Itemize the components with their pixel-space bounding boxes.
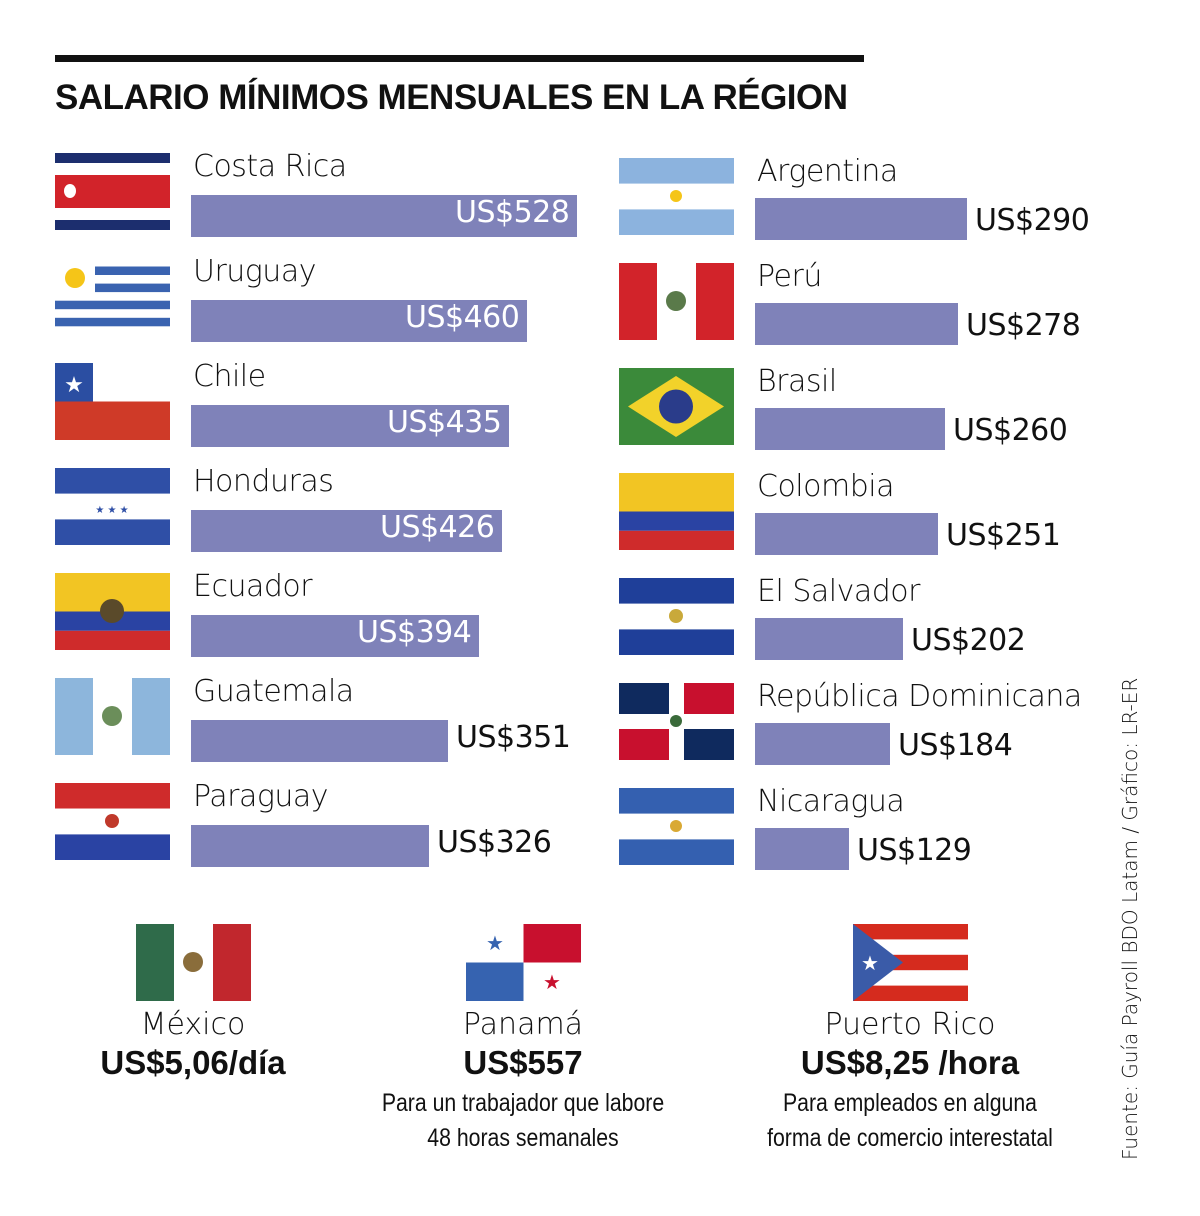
bar-value-label: US$278 [966, 308, 1081, 343]
bar [191, 405, 509, 447]
bar [755, 723, 890, 765]
bar-value-label: US$326 [437, 825, 552, 860]
flag-icon [55, 573, 170, 650]
country-label: Ecuador [193, 569, 313, 604]
flag-icon [619, 263, 734, 340]
bar [191, 300, 527, 342]
mexico-flag-icon [135, 924, 251, 1001]
extra-note-line: Para empleados en alguna [782, 1089, 1037, 1117]
svg-text:★: ★ [64, 373, 84, 398]
bar [755, 513, 938, 555]
bar [755, 198, 967, 240]
bar [755, 303, 958, 345]
bar-row: República Dominicana US$184 [619, 679, 1159, 773]
bar-row: El Salvador US$202 [619, 574, 1159, 668]
country-label: Colombia [757, 469, 894, 504]
country-label: Guatemala [193, 674, 354, 709]
country-label: Honduras [193, 464, 334, 499]
bar-row: Colombia US$251 [619, 469, 1159, 563]
bar-value-label: US$394 [357, 615, 472, 650]
bar [755, 408, 945, 450]
extra-puerto-rico: ★ Puerto Rico US$8,25 /hora Para emplead… [730, 924, 1090, 1156]
extra-country: Puerto Rico [824, 1007, 996, 1042]
bar [755, 828, 849, 870]
bar [191, 615, 479, 657]
country-label: Brasil [757, 364, 837, 399]
bar [191, 825, 429, 867]
country-label: Argentina [757, 154, 898, 189]
bar [191, 720, 448, 762]
country-label: Uruguay [193, 254, 316, 289]
country-label: República Dominicana [757, 679, 1082, 714]
country-label: Paraguay [193, 779, 329, 814]
bar-row: ★ Chile US$435 [55, 359, 595, 453]
country-label: Perú [757, 259, 822, 294]
svg-text:★: ★ [486, 931, 504, 955]
bar-value-label: US$435 [387, 405, 502, 440]
flag-icon [619, 683, 734, 760]
bar-row: Argentina US$290 [619, 154, 1159, 248]
bar [755, 618, 903, 660]
svg-text:★ ★ ★: ★ ★ ★ [95, 505, 128, 516]
bar-value-label: US$351 [456, 720, 571, 755]
extra-note-line: forma de comercio interestatal [767, 1124, 1053, 1152]
bar [191, 195, 577, 237]
bar-row: Costa Rica US$528 [55, 149, 595, 243]
bar-value-label: US$260 [953, 413, 1068, 448]
extra-mexico: México US$5,06/día [13, 924, 373, 1082]
panama-flag-icon: ★★ [465, 924, 581, 1001]
svg-text:★: ★ [861, 951, 879, 975]
flag-icon [55, 678, 170, 755]
flag-icon [619, 473, 734, 550]
bar-row: ★ ★ ★ Honduras US$426 [55, 464, 595, 558]
extra-country: Panamá [462, 1007, 584, 1042]
bar [191, 510, 502, 552]
flag-icon [55, 153, 170, 230]
svg-text:★: ★ [543, 970, 561, 994]
bar-value-label: US$202 [911, 623, 1026, 658]
extra-value: US$5,06/día [100, 1044, 286, 1081]
country-label: Costa Rica [193, 149, 347, 184]
bar-value-label: US$184 [898, 728, 1013, 763]
extra-value: US$557 [463, 1044, 583, 1081]
bar-value-label: US$251 [946, 518, 1061, 553]
flag-icon [619, 368, 734, 445]
flag-icon [55, 258, 170, 335]
flag-icon: ★ ★ ★ [55, 468, 170, 545]
flag-icon [619, 578, 734, 655]
bar-row: Ecuador US$394 [55, 569, 595, 663]
bar-row: Perú US$278 [619, 259, 1159, 353]
puerto-rico-flag-icon: ★ [852, 924, 968, 1001]
bar-value-label: US$290 [975, 203, 1090, 238]
country-label: El Salvador [757, 574, 920, 609]
bar-value-label: US$129 [857, 833, 972, 868]
title-rule [55, 55, 864, 62]
flag-icon [619, 158, 734, 235]
chart-title: SALARIO MÍNIMOS MENSUALES EN LA RÉGION [55, 78, 848, 117]
country-label: Chile [193, 359, 266, 394]
flag-icon [55, 783, 170, 860]
bar-row: Paraguay US$326 [55, 779, 595, 873]
extra-note-line: 48 horas semanales [427, 1124, 619, 1152]
bar-row: Nicaragua US$129 [619, 784, 1159, 878]
bar-value-label: US$460 [405, 300, 520, 335]
extra-panama: ★ ★ Panamá US$557 Para un trabajador que … [343, 924, 703, 1156]
bar-row: Guatemala US$351 [55, 674, 595, 768]
country-label: Nicaragua [757, 784, 905, 819]
bar-value-label: US$528 [455, 195, 570, 230]
bar-value-label: US$426 [380, 510, 495, 545]
bar-row: Brasil US$260 [619, 364, 1159, 458]
extra-note-line: Para un trabajador que labore [381, 1089, 665, 1117]
source-credit: Fuente: Guía Payroll BDO Latam / Gráfico… [1118, 677, 1142, 1160]
flag-icon [619, 788, 734, 865]
extra-value: US$8,25 /hora [800, 1044, 1020, 1081]
extra-country: México [140, 1007, 246, 1042]
bar-row: Uruguay US$460 [55, 254, 595, 348]
flag-icon: ★ [55, 363, 170, 440]
